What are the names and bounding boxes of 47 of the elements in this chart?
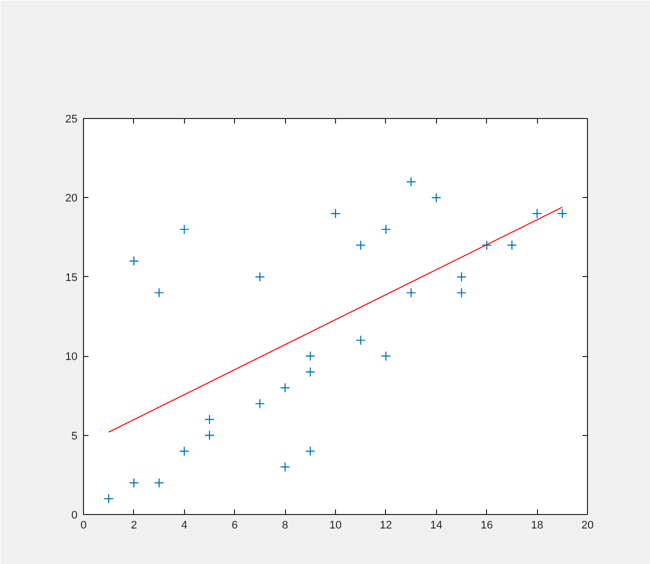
point: [204, 430, 215, 440]
point: [557, 208, 568, 219]
point: [254, 398, 265, 409]
y-tick-label: 15: [65, 272, 78, 284]
x-tick-label: 16: [480, 520, 493, 532]
point: [254, 272, 265, 282]
x-tick-label: 0: [80, 520, 87, 532]
point: [179, 224, 190, 234]
x-tick-label: 18: [530, 520, 544, 532]
x-tick-label: 6: [232, 520, 238, 532]
point: [380, 351, 391, 362]
y-tick-label: 20: [65, 192, 78, 205]
x-tick-label: 8: [282, 520, 288, 532]
x-tick-label: 20: [581, 520, 594, 532]
point: [305, 366, 316, 377]
point: [356, 335, 366, 346]
y-tick-label: 25: [65, 114, 78, 126]
point: [305, 351, 316, 362]
y-tick-label: 5: [71, 430, 78, 442]
point: [128, 256, 139, 266]
x-tick-label: 4: [181, 520, 188, 532]
y-tick-label: 0: [71, 510, 78, 522]
point: [356, 240, 366, 250]
y-tick-label: 10: [65, 351, 78, 364]
point: [456, 288, 467, 298]
point: [280, 382, 290, 393]
point: [406, 288, 416, 298]
point: [506, 240, 517, 250]
point: [204, 414, 215, 425]
point: [380, 224, 391, 234]
point: [431, 192, 442, 203]
point: [104, 494, 114, 504]
x-tick-label: 2: [130, 520, 137, 532]
point: [128, 478, 139, 488]
point: [280, 462, 290, 472]
x-tick-label: 14: [430, 520, 442, 532]
x-tick-label: 12: [380, 520, 392, 532]
point: [482, 240, 492, 250]
point: [406, 176, 416, 187]
point: [179, 446, 190, 456]
point: [532, 208, 542, 219]
x-tick-label: 10: [329, 520, 342, 532]
point: [154, 478, 164, 488]
point: [456, 272, 467, 282]
point: [330, 208, 341, 219]
point: [154, 288, 164, 298]
point: [305, 446, 316, 456]
